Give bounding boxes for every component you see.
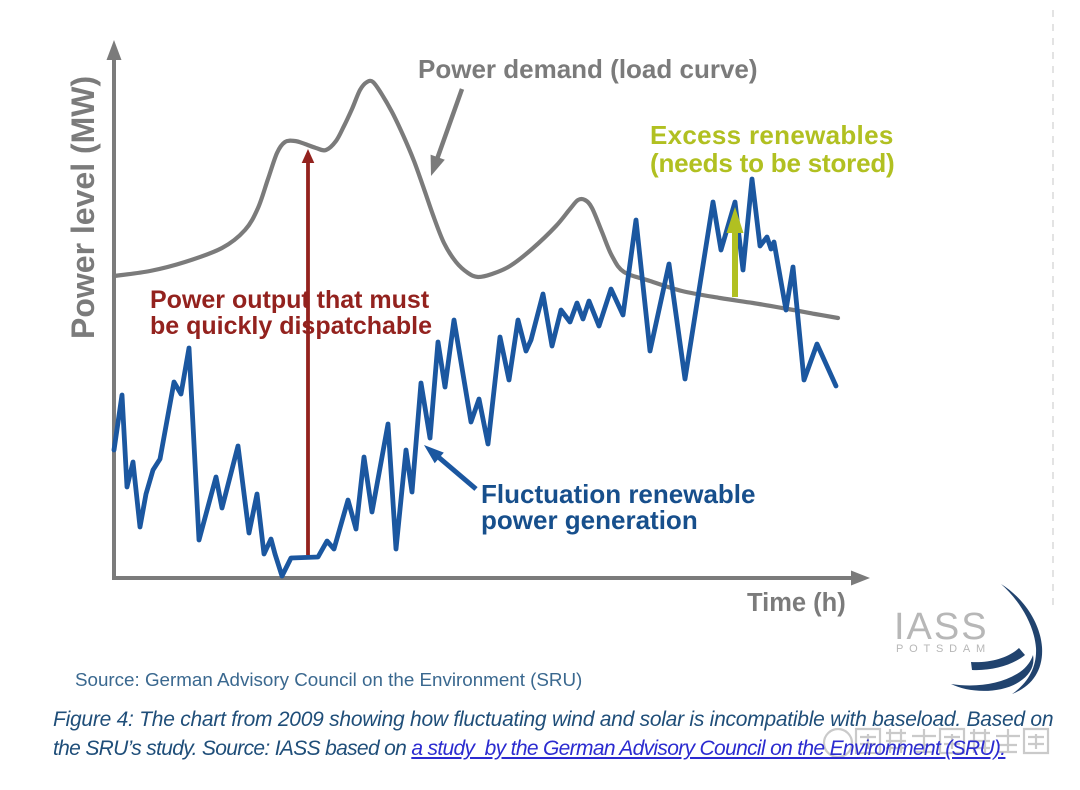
svg-text:Excess renewables: Excess renewables <box>650 120 894 150</box>
svg-text:Fluctuation renewable: Fluctuation renewable <box>481 479 756 509</box>
svg-text:Power level (MW): Power level (MW) <box>65 76 101 339</box>
svg-text:IASS: IASS <box>894 606 989 648</box>
svg-text:power generation: power generation <box>481 505 698 535</box>
svg-text:Source: German Advisory Counci: Source: German Advisory Council on the E… <box>75 669 582 690</box>
svg-text:be quickly dispatchable: be quickly dispatchable <box>150 312 432 340</box>
svg-text:Time (h): Time (h) <box>747 589 846 617</box>
svg-text:(needs to be stored): (needs to be stored) <box>650 148 894 178</box>
svg-text:POTSDAM: POTSDAM <box>896 643 991 655</box>
svg-text:Power output that must: Power output that must <box>150 286 430 314</box>
svg-text:Power demand (load curve): Power demand (load curve) <box>418 54 758 84</box>
